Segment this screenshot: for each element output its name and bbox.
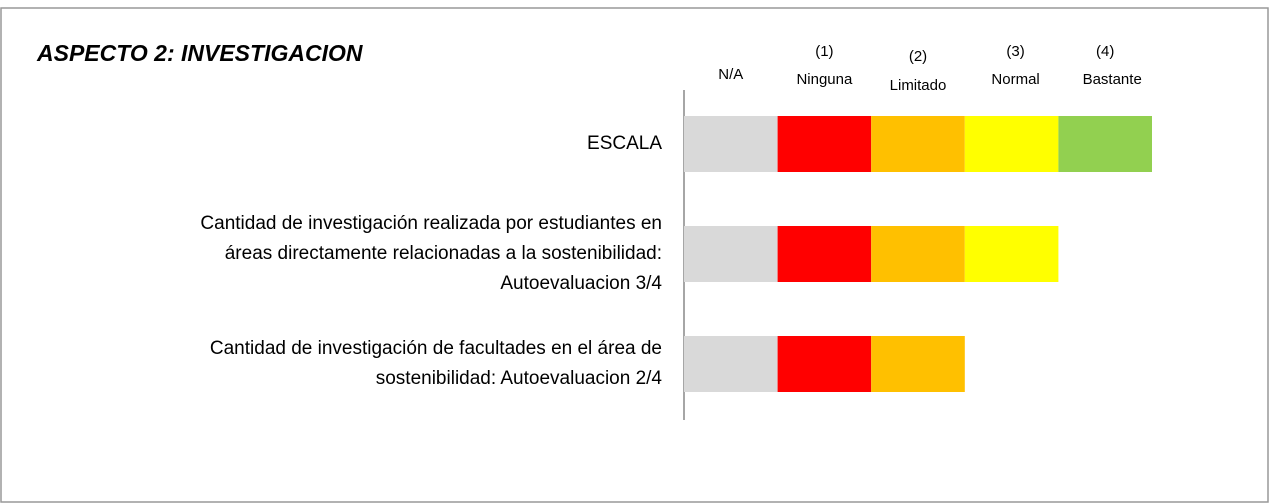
category-label: áreas directamente relacionadas a la sos… — [225, 243, 662, 264]
legend-label: Ninguna — [796, 71, 853, 88]
legend-label: Limitado — [890, 77, 947, 94]
legend-code: (1) — [815, 43, 833, 60]
legend-label: N/A — [718, 66, 743, 83]
category-label: sostenibilidad: Autoevaluacion 2/4 — [376, 368, 663, 389]
bar-segment — [684, 116, 778, 172]
bar-segment — [871, 336, 965, 392]
bar-segment — [684, 226, 778, 282]
bar-segment — [964, 226, 1059, 282]
category-label: Autoevaluacion 3/4 — [500, 273, 662, 294]
legend-code: (4) — [1096, 43, 1114, 60]
bar-segment — [1058, 116, 1152, 172]
legend-code: (2) — [909, 48, 927, 65]
category-label: Cantidad de investigación realizada por … — [200, 213, 662, 234]
bar-segment — [684, 336, 778, 392]
bar-segment — [777, 116, 872, 172]
legend-label: Bastante — [1083, 71, 1142, 88]
bar-segment — [871, 226, 965, 282]
frame — [0, 7, 1269, 503]
category-label: ESCALA — [587, 133, 662, 154]
chart-title: ASPECTO 2: INVESTIGACION — [36, 40, 363, 66]
legend-label: Normal — [991, 71, 1039, 88]
category-label: Cantidad de investigación de facultades … — [210, 338, 662, 359]
bar-segment — [871, 116, 965, 172]
bar-segment — [777, 336, 872, 392]
bar-segment — [777, 226, 872, 282]
legend-code: (3) — [1006, 43, 1024, 60]
bar-segment — [964, 116, 1059, 172]
